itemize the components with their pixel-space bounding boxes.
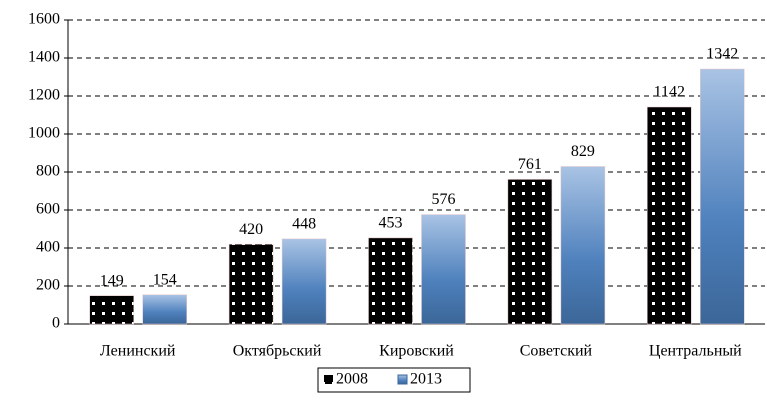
data-label: 576	[432, 191, 456, 208]
x-tick-label: Ленинский	[100, 343, 176, 360]
x-tick-label: Кировский	[379, 343, 454, 360]
data-label: 1342	[706, 46, 738, 63]
legend-box	[317, 367, 471, 393]
y-tick-label: 200	[36, 277, 60, 294]
y-tick-label: 400	[36, 239, 60, 256]
bar	[142, 294, 187, 325]
bar	[368, 237, 413, 325]
y-tick-label: 1000	[28, 125, 60, 142]
x-tick-label: Октябрьский	[233, 343, 322, 360]
legend-swatch	[324, 375, 333, 384]
bar	[228, 243, 274, 325]
bar	[507, 179, 553, 325]
bar	[647, 106, 692, 325]
bar	[560, 166, 606, 325]
y-tick-label: 1600	[28, 11, 60, 28]
bar	[89, 295, 134, 325]
y-tick-label: 1200	[28, 87, 60, 104]
y-tick-label: 600	[36, 201, 60, 218]
bar	[421, 214, 466, 325]
data-label: 453	[379, 215, 403, 232]
legend-swatch	[397, 374, 408, 385]
y-tick-label: 800	[36, 163, 60, 180]
data-label: 154	[153, 271, 177, 288]
y-tick-label: 0	[52, 315, 60, 332]
y-tick-label: 1400	[28, 49, 60, 66]
data-label: 761	[518, 156, 542, 173]
legend-label: 2008	[336, 371, 368, 388]
legend-label: 2013	[410, 371, 442, 388]
data-label: 1142	[654, 84, 685, 101]
bar	[700, 68, 745, 325]
data-label: 829	[571, 143, 595, 160]
data-label: 420	[239, 221, 263, 238]
x-tick-label: Советский	[520, 343, 593, 360]
data-label: 448	[292, 216, 316, 233]
bar	[281, 238, 327, 325]
data-label: 149	[100, 272, 124, 289]
x-tick-label: Центральный	[649, 343, 742, 360]
